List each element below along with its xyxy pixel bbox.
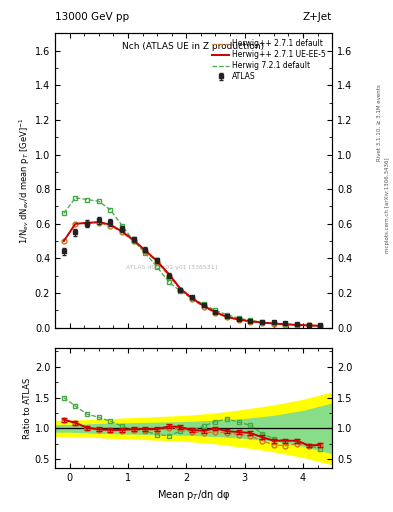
Herwig++ 2.7.1 default — [225, 314, 230, 321]
Herwig 7.2.1 default — [213, 307, 218, 313]
Herwig++ 2.7.1 UE-EE-5 — [307, 323, 311, 329]
Herwig 7.2.1 default — [61, 210, 66, 217]
Herwig++ 2.7.1 default — [178, 287, 183, 293]
Herwig++ 2.7.1 default — [120, 229, 125, 236]
Herwig 7.2.1 default — [283, 321, 288, 327]
Herwig 7.2.1 default — [190, 295, 195, 301]
Herwig 7.2.1 default — [307, 323, 311, 329]
Herwig++ 2.7.1 UE-EE-5 — [260, 319, 264, 326]
Text: mcplots.cern.ch [arXiv:1306.3436]: mcplots.cern.ch [arXiv:1306.3436] — [385, 157, 389, 252]
Herwig 7.2.1 default — [201, 301, 206, 307]
Herwig++ 2.7.1 default — [295, 322, 299, 328]
Text: 13000 GeV pp: 13000 GeV pp — [55, 11, 129, 22]
Y-axis label: 1/N$_{ev}$ dN$_{ev}$/d mean p$_T$ [GeV]$^{-1}$: 1/N$_{ev}$ dN$_{ev}$/d mean p$_T$ [GeV]$… — [18, 117, 32, 244]
Herwig 7.2.1 default — [143, 250, 148, 257]
Herwig 7.2.1 default — [272, 321, 276, 327]
Herwig 7.2.1 default — [178, 288, 183, 294]
Herwig++ 2.7.1 UE-EE-5 — [61, 238, 66, 244]
Herwig 7.2.1 default — [237, 315, 241, 321]
Herwig++ 2.7.1 UE-EE-5 — [96, 219, 101, 225]
Herwig++ 2.7.1 UE-EE-5 — [295, 322, 299, 328]
Herwig++ 2.7.1 UE-EE-5 — [178, 286, 183, 292]
Line: Herwig++ 2.7.1 UE-EE-5: Herwig++ 2.7.1 UE-EE-5 — [64, 222, 320, 326]
Herwig++ 2.7.1 default — [143, 248, 148, 254]
Text: Z+Jet: Z+Jet — [303, 11, 332, 22]
Herwig++ 2.7.1 default — [283, 322, 288, 328]
Herwig++ 2.7.1 UE-EE-5 — [143, 247, 148, 253]
Herwig++ 2.7.1 default — [237, 317, 241, 323]
Herwig++ 2.7.1 default — [85, 220, 90, 226]
Herwig++ 2.7.1 default — [213, 310, 218, 316]
Herwig++ 2.7.1 default — [131, 238, 136, 244]
Herwig++ 2.7.1 default — [272, 321, 276, 327]
Herwig++ 2.7.1 UE-EE-5 — [213, 309, 218, 315]
Herwig++ 2.7.1 UE-EE-5 — [272, 321, 276, 327]
Herwig++ 2.7.1 default — [201, 304, 206, 310]
Herwig++ 2.7.1 default — [73, 221, 78, 227]
Herwig++ 2.7.1 default — [260, 320, 264, 326]
Herwig++ 2.7.1 default — [96, 220, 101, 226]
Herwig++ 2.7.1 UE-EE-5 — [283, 321, 288, 327]
Herwig++ 2.7.1 default — [61, 238, 66, 244]
Herwig++ 2.7.1 default — [307, 323, 311, 329]
Herwig++ 2.7.1 UE-EE-5 — [201, 303, 206, 309]
Herwig++ 2.7.1 UE-EE-5 — [155, 258, 160, 264]
Herwig++ 2.7.1 UE-EE-5 — [108, 222, 113, 228]
Herwig 7.2.1 default — [73, 195, 78, 201]
Herwig++ 2.7.1 UE-EE-5 — [225, 314, 230, 320]
Herwig++ 2.7.1 UE-EE-5 — [120, 228, 125, 234]
Herwig 7.2.1 default — [131, 238, 136, 244]
X-axis label: Mean p$_T$/dη dφ: Mean p$_T$/dη dφ — [157, 487, 230, 502]
Herwig++ 2.7.1 default — [166, 273, 171, 279]
Herwig++ 2.7.1 UE-EE-5 — [190, 295, 195, 301]
Herwig++ 2.7.1 UE-EE-5 — [318, 323, 323, 329]
Legend: Herwig++ 2.7.1 default, Herwig++ 2.7.1 UE-EE-5, Herwig 7.2.1 default, ATLAS: Herwig++ 2.7.1 default, Herwig++ 2.7.1 U… — [210, 37, 328, 83]
Herwig++ 2.7.1 default — [248, 318, 253, 325]
Herwig++ 2.7.1 UE-EE-5 — [85, 220, 90, 226]
Line: Herwig 7.2.1 default: Herwig 7.2.1 default — [64, 198, 320, 326]
Herwig 7.2.1 default — [225, 312, 230, 318]
Herwig++ 2.7.1 UE-EE-5 — [237, 316, 241, 323]
Herwig++ 2.7.1 UE-EE-5 — [73, 221, 78, 227]
Herwig 7.2.1 default — [155, 264, 160, 270]
Herwig 7.2.1 default — [96, 198, 101, 204]
Herwig 7.2.1 default — [166, 279, 171, 285]
Herwig++ 2.7.1 default — [155, 259, 160, 265]
Herwig++ 2.7.1 default — [108, 222, 113, 228]
Y-axis label: Ratio to ATLAS: Ratio to ATLAS — [23, 378, 32, 439]
Herwig++ 2.7.1 UE-EE-5 — [166, 271, 171, 277]
Text: Rivet 3.1.10, ≥ 3.1M events: Rivet 3.1.10, ≥ 3.1M events — [377, 84, 382, 161]
Herwig++ 2.7.1 default — [190, 296, 195, 302]
Herwig 7.2.1 default — [108, 207, 113, 213]
Herwig 7.2.1 default — [318, 323, 323, 329]
Herwig 7.2.1 default — [260, 319, 264, 325]
Line: Herwig++ 2.7.1 default: Herwig++ 2.7.1 default — [64, 223, 320, 326]
Text: ATLAS d02-x01-y01 [336531]: ATLAS d02-x01-y01 [336531] — [126, 265, 217, 270]
Herwig 7.2.1 default — [85, 197, 90, 203]
Herwig 7.2.1 default — [120, 222, 125, 228]
Text: Nch (ATLAS UE in Z production): Nch (ATLAS UE in Z production) — [123, 42, 264, 51]
Herwig++ 2.7.1 default — [318, 323, 323, 329]
Herwig 7.2.1 default — [295, 322, 299, 328]
Herwig++ 2.7.1 UE-EE-5 — [131, 237, 136, 243]
Herwig++ 2.7.1 UE-EE-5 — [248, 318, 253, 324]
Herwig 7.2.1 default — [248, 317, 253, 324]
